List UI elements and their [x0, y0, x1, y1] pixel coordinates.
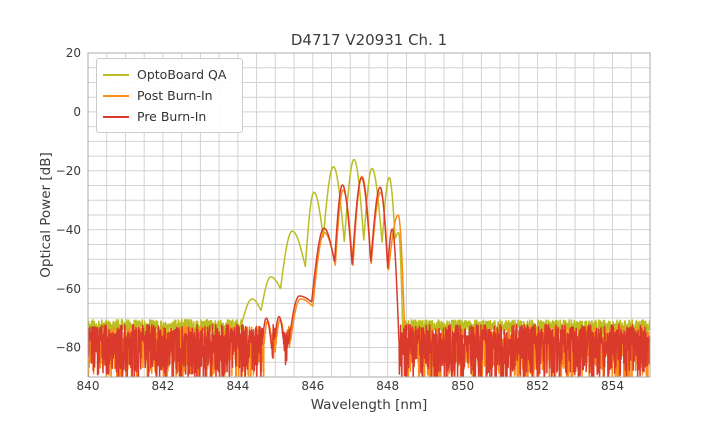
series-lines: [88, 158, 650, 377]
x-tick-label: 846: [301, 379, 324, 393]
legend-row: Post Burn-In: [103, 85, 234, 106]
y-tick-label: −80: [56, 341, 81, 355]
y-tick-label: 20: [66, 46, 81, 60]
x-tick-label: 854: [601, 379, 624, 393]
x-tick-label: 848: [376, 379, 399, 393]
x-tick-label: 840: [77, 379, 100, 393]
axes-frame: [87, 52, 651, 378]
legend-line-swatch-optoboard-qa: [103, 73, 129, 76]
tick-labels: 840 842 844 846 848 850 852 854 20 0 −20 −40 −60 −80: [56, 46, 624, 393]
legend: OptoBoard QA Post Burn-In Pre Burn-In: [96, 58, 243, 133]
y-axis-label: Optical Power [dB]: [38, 152, 54, 278]
x-tick-label: 844: [226, 379, 249, 393]
y-tick-label: −60: [56, 282, 81, 296]
legend-row: OptoBoard QA: [103, 64, 234, 85]
y-tick-label: 0: [73, 105, 81, 119]
legend-line-swatch-post-burn-in: [103, 94, 129, 97]
series-line-optoboard-qa: [88, 158, 650, 341]
chart-title: D4717 V20931 Ch. 1: [290, 31, 448, 49]
y-tick-label: −40: [56, 223, 81, 237]
series-line-pre-burn-in: [88, 177, 650, 377]
x-tick-label: 852: [526, 379, 549, 393]
x-axis-label: Wavelength [nm]: [310, 397, 428, 413]
x-tick-label: 842: [151, 379, 174, 393]
y-tick-label: −20: [56, 164, 81, 178]
legend-line-swatch-pre-burn-in: [103, 115, 129, 118]
legend-label: Post Burn-In: [137, 88, 213, 103]
legend-label: OptoBoard QA: [137, 67, 227, 82]
legend-row: Pre Burn-In: [103, 106, 234, 127]
legend-label: Pre Burn-In: [137, 109, 207, 124]
x-tick-label: 850: [451, 379, 474, 393]
